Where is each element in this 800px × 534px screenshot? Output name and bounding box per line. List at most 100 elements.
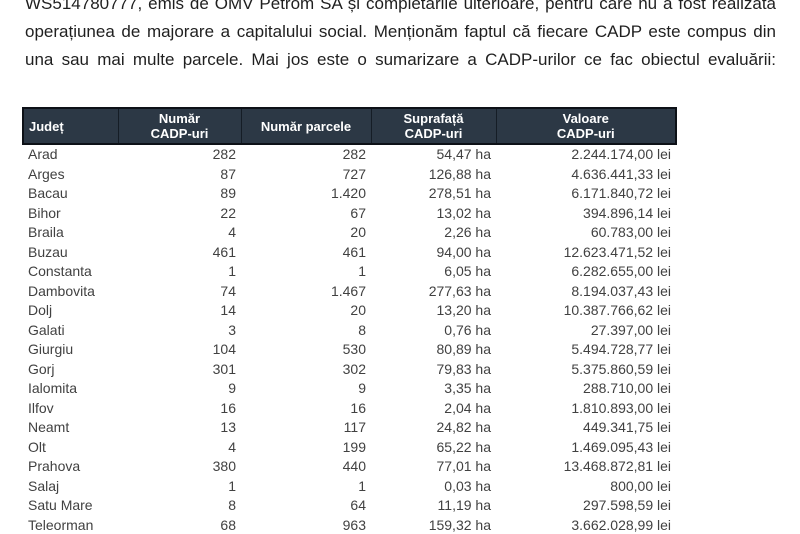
cell-valoare: 12.623.471,52 lei — [563, 243, 671, 260]
cell-suprafata: 6,05 ha — [444, 263, 491, 279]
intro-paragraph: WS514780777, emis de OMV Petrom SA și co… — [25, 0, 776, 74]
cell-numar-cadp: 1 — [228, 477, 236, 494]
cell-valoare: 27.397,00 lei — [590, 321, 671, 338]
header-suprafata: Suprafață CADP-uri — [370, 107, 496, 145]
cell-numar-parcele: 16 — [350, 399, 366, 416]
cell-judet: Bacau — [28, 185, 68, 201]
cell-valoare: 5.375.860,59 lei — [571, 360, 671, 377]
cell-numar-parcele: 461 — [342, 243, 366, 260]
paragraph-line-3: una sau mai multe parcele. Mai jos este … — [25, 50, 776, 69]
cell-suprafata: 2,04 ha — [444, 399, 491, 416]
cell-numar-cadp: 3 — [228, 321, 236, 338]
cell-valoare: 394.896,14 lei — [583, 204, 671, 221]
cell-judet: Prahova — [28, 458, 81, 474]
cell-numar-parcele: 1 — [358, 477, 366, 494]
cell-numar-parcele: 440 — [342, 458, 366, 474]
cell-suprafata: 80,89 ha — [436, 341, 492, 357]
cell-judet: Braila — [28, 224, 64, 240]
cell-numar-parcele: 302 — [342, 360, 366, 377]
cell-valoare: 800,00 lei — [610, 477, 671, 494]
cell-suprafata: 79,83 ha — [436, 360, 492, 377]
cell-numar-parcele: 67 — [350, 204, 366, 221]
cell-judet: Constanta — [28, 263, 92, 279]
cell-judet: Giurgiu — [28, 341, 74, 357]
cell-numar-cadp: 22 — [220, 204, 236, 221]
cell-numar-parcele: 530 — [342, 341, 366, 357]
cell-suprafata: 77,01 ha — [436, 458, 492, 474]
cell-numar-cadp: 1 — [228, 263, 236, 279]
cell-suprafata: 65,22 ha — [436, 438, 492, 455]
header-numar-cadp: Număr CADP-uri — [117, 107, 241, 145]
table-row: Dolj 14 20 13,20 ha 10.387.766,62 lei — [23, 301, 676, 321]
cell-judet: Buzau — [28, 243, 68, 260]
table-row: Bacau 89 1.420 278,51 ha 6.171.840,72 le… — [23, 184, 676, 204]
table-row: Buzau 461 461 94,00 ha 12.623.471,52 lei — [23, 243, 676, 263]
table-row: Prahova 380 440 77,01 ha 13.468.872,81 l… — [23, 457, 676, 477]
cell-suprafata: 2,26 ha — [444, 224, 491, 240]
cell-judet: Gorj — [28, 360, 55, 377]
table-row: Gorj 301 302 79,83 ha 5.375.860,59 lei — [23, 360, 676, 380]
table-row: Arad 282 282 54,47 ha 2.244.174,00 lei — [23, 144, 676, 165]
cell-numar-cadp: 74 — [220, 282, 236, 299]
cell-valoare: 6.171.840,72 lei — [571, 185, 671, 201]
cell-judet: Dolj — [28, 302, 53, 318]
cell-numar-cadp: 4 — [228, 438, 236, 455]
table-row: Arges 87 727 126,88 ha 4.636.441,33 lei — [23, 165, 676, 185]
cell-numar-parcele: 963 — [342, 516, 366, 533]
paragraph-line-1: WS514780777, emis de OMV Petrom SA și co… — [25, 0, 776, 13]
cell-numar-parcele: 282 — [342, 146, 366, 162]
cell-numar-parcele: 199 — [342, 438, 366, 455]
cell-valoare: 10.387.766,62 lei — [563, 302, 671, 318]
cell-suprafata: 278,51 ha — [428, 185, 491, 201]
cell-numar-cadp: 4 — [228, 224, 236, 240]
cell-suprafata: 126,88 ha — [428, 165, 491, 182]
cell-numar-parcele: 117 — [343, 419, 366, 435]
cell-numar-cadp: 380 — [212, 458, 236, 474]
cell-judet: Arad — [28, 146, 58, 162]
cell-suprafata: 277,63 ha — [428, 282, 491, 299]
cell-numar-cadp: 13 — [220, 419, 236, 435]
cell-suprafata: 0,76 ha — [444, 321, 491, 338]
cell-suprafata: 13,20 ha — [436, 302, 492, 318]
table-row: Neamt 13 117 24,82 ha 449.341,75 lei — [23, 418, 676, 438]
cell-valoare: 1.469.095,43 lei — [571, 438, 671, 455]
cell-judet: Olt — [28, 438, 46, 455]
cell-numar-parcele: 1.420 — [330, 185, 366, 201]
cell-suprafata: 159,32 ha — [428, 516, 491, 533]
cell-numar-parcele: 1.467 — [330, 282, 366, 299]
cell-numar-parcele: 64 — [350, 497, 366, 513]
table-row: Teleorman 68 963 159,32 ha 3.662.028,99 … — [23, 516, 676, 534]
cell-suprafata: 11,19 ha — [437, 497, 491, 513]
header-numar-parcele: Număr parcele — [240, 107, 371, 145]
cell-judet: Ilfov — [28, 399, 54, 416]
cell-judet: Salaj — [28, 477, 60, 494]
table-row: Giurgiu 104 530 80,89 ha 5.494.728,77 le… — [23, 340, 676, 360]
cell-numar-cadp: 301 — [212, 360, 236, 377]
cell-numar-parcele: 9 — [358, 380, 366, 396]
cell-valoare: 13.468.872,81 lei — [563, 458, 671, 474]
cell-numar-cadp: 87 — [220, 165, 236, 182]
cell-numar-cadp: 461 — [212, 243, 236, 260]
cell-valoare: 4.636.441,33 lei — [571, 165, 671, 182]
cell-valoare: 6.282.655,00 lei — [571, 263, 671, 279]
table-row: Constanta 1 1 6,05 ha 6.282.655,00 lei — [23, 262, 676, 282]
cell-valoare: 288.710,00 lei — [583, 380, 671, 396]
cell-judet: Ialomita — [28, 380, 78, 396]
table-row: Olt 4 199 65,22 ha 1.469.095,43 lei — [23, 438, 676, 458]
table-row: Salaj 1 1 0,03 ha 800,00 lei — [23, 477, 676, 497]
cell-judet: Teleorman — [28, 516, 94, 533]
cell-valoare: 2.244.174,00 lei — [571, 146, 671, 162]
cell-valoare: 5.494.728,77 lei — [571, 341, 671, 357]
cell-valoare: 297.598,59 lei — [583, 497, 671, 513]
cell-judet: Neamt — [28, 419, 70, 435]
cell-numar-parcele: 8 — [358, 321, 366, 338]
cell-numar-parcele: 1 — [358, 263, 366, 279]
table-body: Arad 282 282 54,47 ha 2.244.174,00 lei A… — [23, 144, 676, 534]
table-row: Dambovita 74 1.467 277,63 ha 8.194.037,4… — [23, 282, 676, 302]
cell-numar-parcele: 727 — [342, 165, 366, 182]
cell-suprafata: 13,02 ha — [436, 204, 492, 221]
cell-suprafata: 0,03 ha — [444, 477, 491, 494]
cell-valoare: 1.810.893,00 lei — [571, 399, 671, 416]
header-judet: Județ — [22, 107, 118, 145]
cell-judet: Dambovita — [28, 282, 95, 299]
